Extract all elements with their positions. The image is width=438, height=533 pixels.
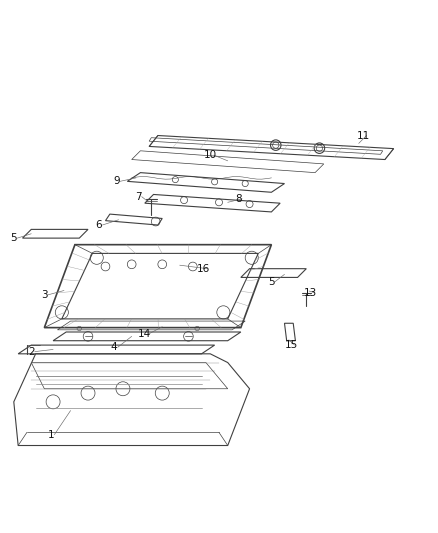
Text: 5: 5 [11,233,17,243]
Text: 9: 9 [113,176,120,187]
Text: 5: 5 [268,277,275,287]
Text: 15: 15 [284,340,298,350]
Text: 3: 3 [41,290,48,300]
Text: 16: 16 [197,264,210,273]
Text: 4: 4 [111,342,117,352]
Text: 8: 8 [235,194,242,204]
Text: 7: 7 [135,192,141,201]
Text: 14: 14 [138,329,152,339]
Text: 13: 13 [304,288,317,298]
Text: 2: 2 [28,346,35,357]
Text: 11: 11 [357,131,370,141]
Text: 10: 10 [204,150,217,160]
Text: 1: 1 [48,430,54,440]
Text: 6: 6 [95,220,102,230]
